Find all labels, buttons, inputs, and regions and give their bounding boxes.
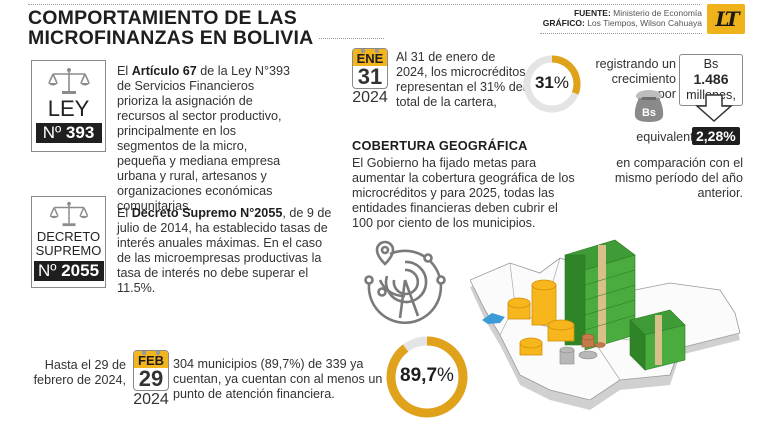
- growth-text: registrando un crecimiento por: [595, 57, 676, 101]
- amount-currency: Bs: [703, 57, 719, 71]
- calendar-day: 31: [357, 64, 383, 89]
- title-line-1: COMPORTAMIENTO DE LAS: [28, 7, 297, 29]
- decree-text-prefix: El: [117, 206, 132, 220]
- decree-number-badge: Nº 2055: [33, 261, 104, 281]
- source-dotted-rule: [540, 33, 702, 34]
- graphic-label: GRÁFICO:: [542, 18, 585, 28]
- calendar-page: ENE 31: [352, 48, 388, 89]
- calendar-month: FEB: [134, 351, 168, 368]
- decree-ref: Decreto Supremo N°2055: [131, 206, 283, 220]
- municipalities-lead-text: Hasta el 29 de febrero de 2024,: [33, 358, 126, 387]
- law-text-prefix: El: [117, 64, 132, 78]
- donut-number: 89,7: [400, 365, 438, 386]
- law-badge: LEY Nº 393: [31, 60, 106, 152]
- decree-badge: DECRETO SUPREMO Nº 2055: [31, 196, 106, 288]
- scales-of-justice-icon: [49, 201, 88, 227]
- donut-value-arc: [523, 55, 581, 113]
- donut-number: 31: [534, 73, 554, 92]
- number-prefix: Nº: [42, 123, 62, 142]
- decree-label-1: DECRETO: [36, 229, 101, 244]
- calendar-year: 2024: [133, 391, 169, 408]
- money-bag-icon: Bs: [630, 88, 668, 124]
- scales-of-justice-icon: [47, 68, 90, 94]
- portfolio-donut: 31%: [522, 54, 582, 114]
- location-radar-icon: [364, 240, 446, 325]
- law-number: 393: [65, 123, 95, 142]
- calendar-icon-feb: FEB 29 2024: [133, 350, 169, 408]
- calendar-ring: [375, 49, 379, 53]
- law-label: LEY: [47, 96, 90, 121]
- los-tiempos-logo: LT: [707, 4, 745, 34]
- calendar-page: FEB 29: [133, 350, 169, 391]
- coins-icon: [507, 279, 606, 365]
- title-line-2: MICROFINANZAS EN BOLIVIA: [28, 27, 314, 49]
- top-dotted-rule: [28, 4, 700, 5]
- calendar-ring: [156, 351, 160, 355]
- growth-percent-badge: 2,28%: [692, 127, 740, 145]
- decree-label-2: SUPREMO: [35, 243, 102, 258]
- donut-suffix: %: [437, 365, 454, 386]
- donut-chart: [386, 336, 468, 418]
- arrow-down-icon: [695, 94, 733, 122]
- coverage-donut: 89,7%: [384, 334, 470, 420]
- page-title: COMPORTAMIENTO DE LAS MICROFINANZAS EN B…: [28, 7, 385, 49]
- calendar-ring: [361, 49, 365, 53]
- decree-description: El Decreto Supremo N°2055, de 9 de julio…: [117, 206, 332, 296]
- portfolio-text: Al 31 de enero de 2024, los microcrédito…: [396, 50, 526, 109]
- amount-box: Bs 1.486 millones,: [679, 54, 743, 106]
- calendar-icon-jan: ENE 31 2024: [352, 48, 388, 106]
- source-credits: FUENTE: Ministerio de Economía GRÁFICO: …: [543, 8, 702, 28]
- graphic-value: Los Tiempos, Wilson Cahuaya: [587, 18, 702, 28]
- calendar-day: 29: [138, 366, 164, 391]
- title-dotted-rule: [319, 37, 385, 39]
- source-label: FUENTE:: [573, 8, 611, 18]
- amount-value: 1.486: [693, 71, 729, 87]
- law-number-badge: Nº 393: [35, 123, 102, 143]
- donut-label: 31%: [522, 73, 582, 93]
- decree-text: , de 9 de julio de 2014, ha establecido …: [117, 206, 332, 295]
- calendar-year: 2024: [352, 89, 388, 106]
- coverage-heading: COBERTURA GEOGRÁFICA: [352, 138, 528, 153]
- money-stack-icon: [564, 239, 686, 371]
- bag-label: Bs: [641, 107, 657, 119]
- source-value: Ministerio de Economía: [613, 8, 702, 18]
- donut-label: 89,7%: [384, 365, 470, 387]
- municipalities-text: 304 municipios (89,7%) de 339 ya cuentan…: [173, 357, 383, 401]
- law-text: de la Ley N°393 de Servicios Financieros…: [117, 64, 291, 213]
- calendar-ring: [142, 351, 146, 355]
- coverage-text: El Gobierno ha fijado metas para aumenta…: [352, 156, 575, 230]
- number-prefix: Nº: [37, 261, 57, 280]
- calendar-month: ENE: [353, 49, 387, 66]
- donut-value-arc: [386, 336, 468, 418]
- donut-suffix: %: [553, 73, 570, 92]
- donut-chart: [523, 55, 581, 113]
- law-description: El Artículo 67 de la Ley N°393 de Servic…: [117, 64, 297, 214]
- decree-number: 2055: [61, 261, 100, 280]
- bolivia-map-with-money: [470, 239, 741, 410]
- comparison-text: en comparación con el mismo período del …: [614, 156, 743, 200]
- law-article-ref: Artículo 67: [131, 64, 197, 78]
